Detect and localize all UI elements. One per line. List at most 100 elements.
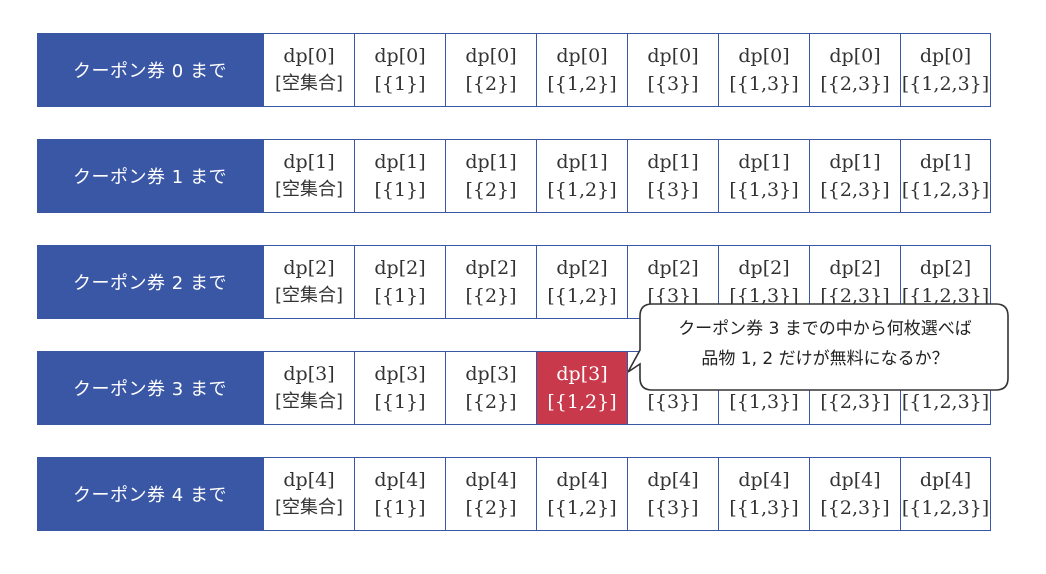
dp-cell-set: [{1,3}] (729, 285, 799, 307)
dp-cell-set: [{2}] (465, 497, 517, 519)
dp-cell-set: [{2,3}] (820, 285, 890, 307)
dp-cell: dp[3] [{1}] (354, 352, 445, 424)
dp-cell-index: dp[1] (647, 151, 699, 173)
dp-cell: dp[4] [{2}] (445, 458, 536, 530)
dp-cell-set: [{3}] (647, 179, 699, 201)
dp-cells: dp[0] [空集合] dp[0] [{1}] dp[0] [{2}] dp[0] [{1,2… (263, 33, 991, 107)
dp-cell-set: [{1,2}] (547, 391, 617, 413)
dp-cell-set: [{1,2,3}] (901, 285, 990, 307)
dp-cell-index: dp[2] (829, 257, 881, 279)
dp-cell: dp[2] [{1,2}] (536, 246, 627, 318)
dp-cell: dp[4] [{1}] (354, 458, 445, 530)
dp-cell-index: dp[4] (829, 469, 881, 491)
dp-cell: dp[0] [空集合] (263, 34, 354, 106)
dp-cell: dp[4] [{1,2,3}] (900, 458, 991, 530)
dp-cell-set: [{1}] (374, 73, 426, 95)
dp-row-4: クーポン券 4 まで dp[4] [空集合] dp[4] [{1}] dp[4] [{2}]… (37, 457, 991, 531)
dp-cell-index: dp[1] (556, 151, 608, 173)
row-label: クーポン券 2 まで (37, 245, 263, 319)
dp-cell-index: dp[4] (556, 469, 608, 491)
dp-cell-index: dp[4] (647, 469, 699, 491)
dp-cell-set: [{1,2,3}] (901, 73, 990, 95)
dp-cell: dp[0] [{2,3}] (809, 34, 900, 106)
dp-cell-set: [{1}] (374, 179, 426, 201)
dp-cell-set: [{2}] (465, 285, 517, 307)
dp-cell-index: dp[2] (465, 257, 517, 279)
dp-cell-index: dp[0] (647, 45, 699, 67)
row-label: クーポン券 0 まで (37, 33, 263, 107)
dp-cell-index: dp[4] (738, 469, 790, 491)
dp-cell-set: [{1,2,3}] (901, 391, 990, 413)
dp-cell: dp[1] [{2}] (445, 140, 536, 212)
dp-cell: dp[4] [{3}] (627, 458, 718, 530)
dp-cell-set: [{1,3}] (729, 497, 799, 519)
dp-cell-index: dp[2] (919, 257, 972, 279)
dp-cell-set: [{3}] (647, 73, 699, 95)
dp-cell: dp[3] [{1,2}] (536, 352, 627, 424)
dp-cell: dp[0] [{1,2}] (536, 34, 627, 106)
row-label: クーポン券 3 まで (37, 351, 263, 425)
dp-cell: dp[0] [{1,3}] (718, 34, 809, 106)
dp-cell-set: [{2}] (465, 391, 517, 413)
dp-cell-index: dp[4] (465, 469, 517, 491)
dp-cell-index: dp[0] (738, 45, 790, 67)
speech-bubble-shape (628, 303, 1009, 391)
dp-cell-set: [{3}] (647, 497, 699, 519)
dp-cell: dp[1] [{1,2}] (536, 140, 627, 212)
dp-cells: dp[1] [空集合] dp[1] [{1}] dp[1] [{2}] dp[1] [{1,2… (263, 139, 991, 213)
dp-cell: dp[2] [空集合] (263, 246, 354, 318)
dp-cell-index: dp[0] (919, 45, 972, 67)
dp-cell-set: [{1,2}] (547, 179, 617, 201)
dp-cell-index: dp[0] (556, 45, 608, 67)
dp-cell-index: dp[3] (465, 363, 517, 385)
dp-cell: dp[0] [{2}] (445, 34, 536, 106)
dp-cell-index: dp[1] (829, 151, 881, 173)
dp-cell-index: dp[1] (283, 151, 335, 173)
dp-cell-set: [{1,3}] (729, 179, 799, 201)
dp-row-0: クーポン券 0 まで dp[0] [空集合] dp[0] [{1}] dp[0] [{2}]… (37, 33, 991, 107)
speech-bubble-text: クーポン券 3 までの中から何枚選べば 品物 1, 2 だけが無料になるか？ (644, 314, 1006, 374)
dp-cell-index: dp[1] (465, 151, 517, 173)
dp-cell: dp[1] [{1,3}] (718, 140, 809, 212)
dp-cell-index: dp[2] (374, 257, 426, 279)
dp-cell-set: [{1,3}] (729, 391, 799, 413)
dp-cell-set: [{2,3}] (820, 73, 890, 95)
dp-cell-set: [{1}] (374, 497, 426, 519)
dp-cell-index: dp[2] (738, 257, 790, 279)
dp-cell-index: dp[0] (465, 45, 517, 67)
dp-cell: dp[1] [{1,2,3}] (900, 140, 991, 212)
speech-bubble-line-1: クーポン券 3 までの中から何枚選べば (678, 319, 972, 339)
dp-row-1: クーポン券 1 まで dp[1] [空集合] dp[1] [{1}] dp[1] [{2}]… (37, 139, 991, 213)
dp-cell: dp[0] [{1}] (354, 34, 445, 106)
dp-cell-index: dp[2] (283, 257, 335, 279)
dp-cell: dp[0] [{3}] (627, 34, 718, 106)
dp-cell-set: [{2,3}] (820, 391, 890, 413)
dp-cell: dp[4] [{1,2}] (536, 458, 627, 530)
dp-cell-index: dp[3] (283, 363, 335, 385)
dp-cell-index: dp[3] (556, 363, 608, 385)
dp-cell: dp[3] [空集合] (263, 352, 354, 424)
dp-cell: dp[2] [{1}] (354, 246, 445, 318)
dp-cell: dp[1] [{1}] (354, 140, 445, 212)
dp-cell-index: dp[0] (283, 45, 335, 67)
dp-cells: dp[4] [空集合] dp[4] [{1}] dp[4] [{2}] dp[4] [{1,2… (263, 457, 991, 531)
dp-cell-set: [空集合] (274, 391, 344, 412)
dp-cell-index: dp[1] (374, 151, 426, 173)
dp-cell-index: dp[0] (374, 45, 426, 67)
dp-cell-set: [{1,3}] (729, 73, 799, 95)
dp-cell-set: [{2}] (465, 179, 517, 201)
row-label: クーポン券 1 まで (37, 139, 263, 213)
dp-cell: dp[2] [{2}] (445, 246, 536, 318)
dp-cell-set: [空集合] (274, 497, 344, 518)
row-label: クーポン券 4 まで (37, 457, 263, 531)
dp-cell-set: [空集合] (274, 285, 344, 306)
dp-cell: dp[4] [{2,3}] (809, 458, 900, 530)
dp-cell: dp[4] [空集合] (263, 458, 354, 530)
dp-cell: dp[1] [{2,3}] (809, 140, 900, 212)
dp-cell-set: [{3}] (647, 285, 699, 307)
dp-cell-index: dp[4] (374, 469, 426, 491)
dp-cell: dp[1] [空集合] (263, 140, 354, 212)
dp-cell-index: dp[4] (283, 469, 335, 491)
dp-cell: dp[0] [{1,2,3}] (900, 34, 991, 106)
dp-cell: dp[1] [{3}] (627, 140, 718, 212)
